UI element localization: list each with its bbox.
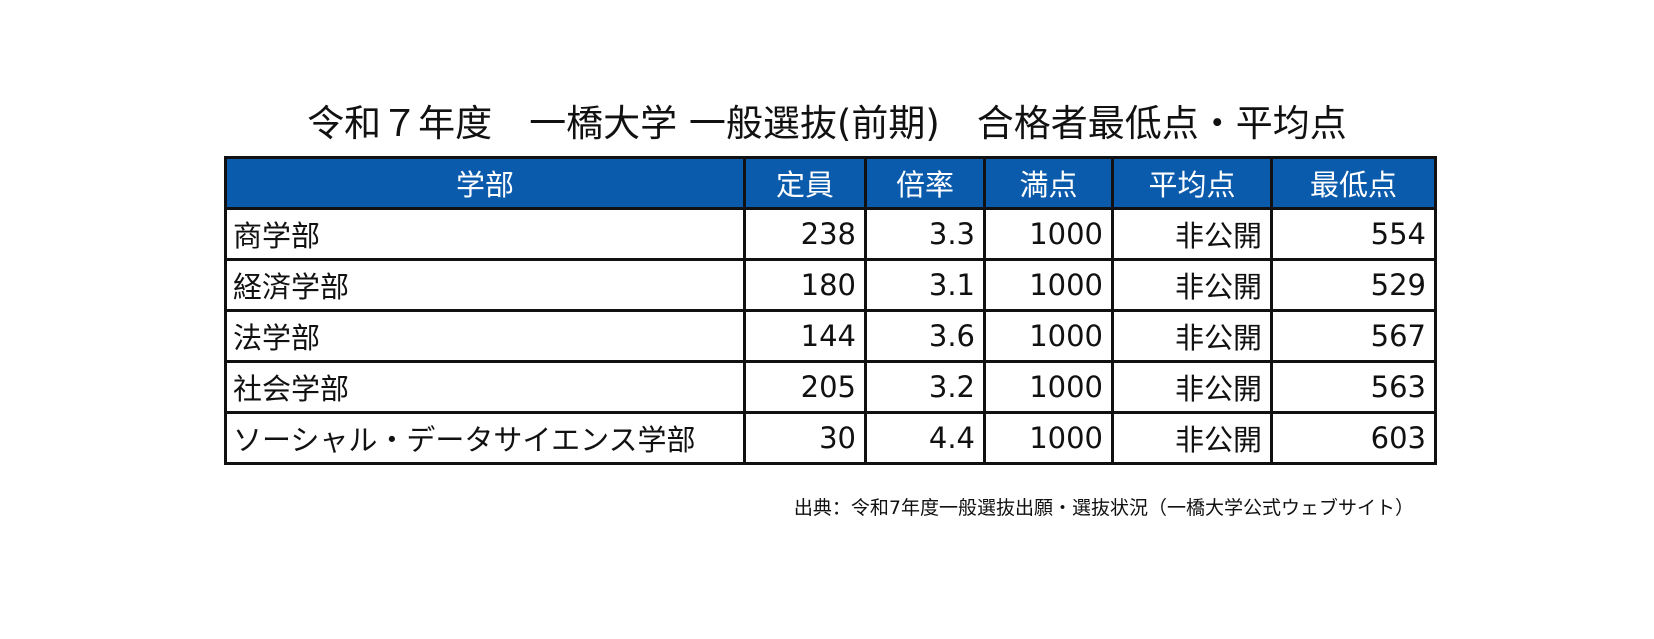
minimum-cell: 554 <box>1270 207 1437 261</box>
average-cell: 非公開 <box>1111 258 1273 312</box>
column-header-minimum: 最低点 <box>1270 156 1437 210</box>
ratio-cell: 3.2 <box>864 360 986 414</box>
minimum-cell: 567 <box>1270 309 1437 363</box>
minimum-cell: 529 <box>1270 258 1437 312</box>
capacity-cell: 144 <box>743 309 867 363</box>
faculty-cell: ソーシャル・データサイエンス学部 <box>224 411 746 465</box>
page-title: 令和７年度 一橋大学 一般選抜(前期) 合格者最低点・平均点 <box>307 102 1347 145</box>
column-header-full-score: 満点 <box>983 156 1114 210</box>
average-cell: 非公開 <box>1111 411 1273 465</box>
table-row: 経済学部 180 3.1 1000 非公開 529 <box>224 258 1437 312</box>
average-cell: 非公開 <box>1111 360 1273 414</box>
capacity-cell: 180 <box>743 258 867 312</box>
column-header-average: 平均点 <box>1111 156 1273 210</box>
table-header-row: 学部 定員 倍率 満点 平均点 最低点 <box>224 156 1437 210</box>
full-score-cell: 1000 <box>983 360 1114 414</box>
full-score-cell: 1000 <box>983 411 1114 465</box>
faculty-cell: 法学部 <box>224 309 746 363</box>
capacity-cell: 238 <box>743 207 867 261</box>
full-score-cell: 1000 <box>983 207 1114 261</box>
full-score-cell: 1000 <box>983 258 1114 312</box>
ratio-cell: 4.4 <box>864 411 986 465</box>
table-row: 法学部 144 3.6 1000 非公開 567 <box>224 309 1437 363</box>
minimum-cell: 563 <box>1270 360 1437 414</box>
ratio-cell: 3.6 <box>864 309 986 363</box>
faculty-cell: 社会学部 <box>224 360 746 414</box>
capacity-cell: 205 <box>743 360 867 414</box>
table-row: 社会学部 205 3.2 1000 非公開 563 <box>224 360 1437 414</box>
table-row: 商学部 238 3.3 1000 非公開 554 <box>224 207 1437 261</box>
faculty-cell: 商学部 <box>224 207 746 261</box>
minimum-cell: 603 <box>1270 411 1437 465</box>
faculty-cell: 経済学部 <box>224 258 746 312</box>
column-header-capacity: 定員 <box>743 156 867 210</box>
table-row: ソーシャル・データサイエンス学部 30 4.4 1000 非公開 603 <box>224 411 1437 465</box>
capacity-cell: 30 <box>743 411 867 465</box>
results-table: 学部 定員 倍率 満点 平均点 最低点 商学部 238 3.3 1000 非公開… <box>224 156 1437 465</box>
source-note: 出典：令和7年度一般選抜出願・選抜状況（一橋大学公式ウェブサイト） <box>793 497 1414 519</box>
full-score-cell: 1000 <box>983 309 1114 363</box>
ratio-cell: 3.1 <box>864 258 986 312</box>
average-cell: 非公開 <box>1111 309 1273 363</box>
column-header-faculty: 学部 <box>224 156 746 210</box>
average-cell: 非公開 <box>1111 207 1273 261</box>
ratio-cell: 3.3 <box>864 207 986 261</box>
column-header-ratio: 倍率 <box>864 156 986 210</box>
